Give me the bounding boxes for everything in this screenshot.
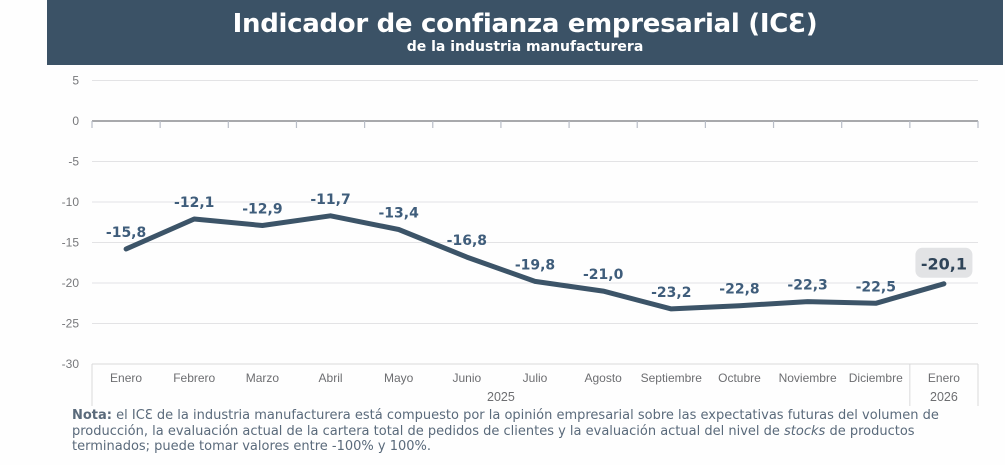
footnote-line: producción, la evaluación actual de la c… (72, 424, 1000, 440)
month-label: Octubre (718, 371, 761, 385)
highlight-badge-value: -20,1 (921, 254, 967, 273)
y-tick-label: -25 (62, 317, 80, 331)
trend-line (123, 213, 947, 312)
month-label: Febrero (173, 371, 215, 385)
y-tick-label: -30 (62, 357, 80, 371)
chart-area: 5 0 -5 -10 -15 -20 -25 -30 Enero Febrero Marzo Abri… (0, 65, 1005, 410)
y-tick-label: -10 (62, 195, 80, 209)
month-label: Diciembre (849, 371, 903, 385)
footnote-text: terminados; puede tomar valores entre -1… (72, 439, 432, 454)
month-label: Abril (319, 371, 343, 385)
value-label: -11,7 (310, 192, 350, 208)
header-banner: Indicador de confianza empresarial (ICƐ)… (47, 0, 1003, 65)
value-label: -22,8 (719, 282, 759, 298)
y-tick-label: 0 (72, 114, 79, 128)
page-title: Indicador de confianza empresarial (ICƐ) (232, 9, 818, 39)
month-label: Mayo (384, 371, 414, 385)
month-label: Marzo (246, 371, 280, 385)
y-tick-label: -20 (62, 276, 80, 290)
value-label: -19,8 (515, 257, 555, 273)
value-label: -12,9 (242, 201, 282, 217)
year-label-2026: 2026 (930, 390, 958, 404)
month-label: Julio (523, 371, 548, 385)
value-label: -21,0 (583, 267, 624, 283)
value-label: -16,8 (447, 233, 487, 249)
month-label: Enero (110, 371, 142, 385)
footnote-line: terminados; puede tomar valores entre -1… (72, 439, 1000, 455)
footnote-text: el ICƐ de la industria manufacturera est… (112, 408, 939, 423)
y-tick-label: -5 (68, 155, 79, 169)
month-label: Junio (453, 371, 482, 385)
value-label: -15,8 (106, 225, 146, 241)
value-label: -13,4 (379, 206, 420, 222)
footnote-line: Nota: el ICƐ de la industria manufacture… (72, 408, 1000, 424)
ice-line-chart: 5 0 -5 -10 -15 -20 -25 -30 Enero Febrero Marzo Abri… (62, 74, 979, 406)
month-label: Noviembre (779, 371, 837, 385)
value-label: -23,2 (651, 285, 691, 301)
footnote-text: de productos (825, 423, 915, 439)
value-label: -12,1 (174, 195, 214, 211)
month-label: Agosto (584, 371, 622, 385)
y-tick-label: -15 (62, 236, 80, 250)
highlight-badge (915, 247, 973, 278)
month-label: Septiembre (641, 371, 703, 385)
year-label-2025: 2025 (487, 390, 515, 404)
footnote-italic-text: stocks (784, 423, 826, 439)
footnote: Nota: el ICƐ de la industria manufacture… (72, 408, 1000, 455)
value-label: -22,3 (787, 278, 827, 294)
footnote-text: producción, la evaluación actual de la c… (72, 423, 785, 439)
footnote-label: Nota: (72, 408, 112, 423)
month-label: Enero (928, 371, 960, 385)
value-label: -22,5 (856, 279, 896, 295)
y-tick-label: 5 (72, 74, 79, 88)
page-subtitle: de la industria manufacturera (406, 39, 644, 55)
